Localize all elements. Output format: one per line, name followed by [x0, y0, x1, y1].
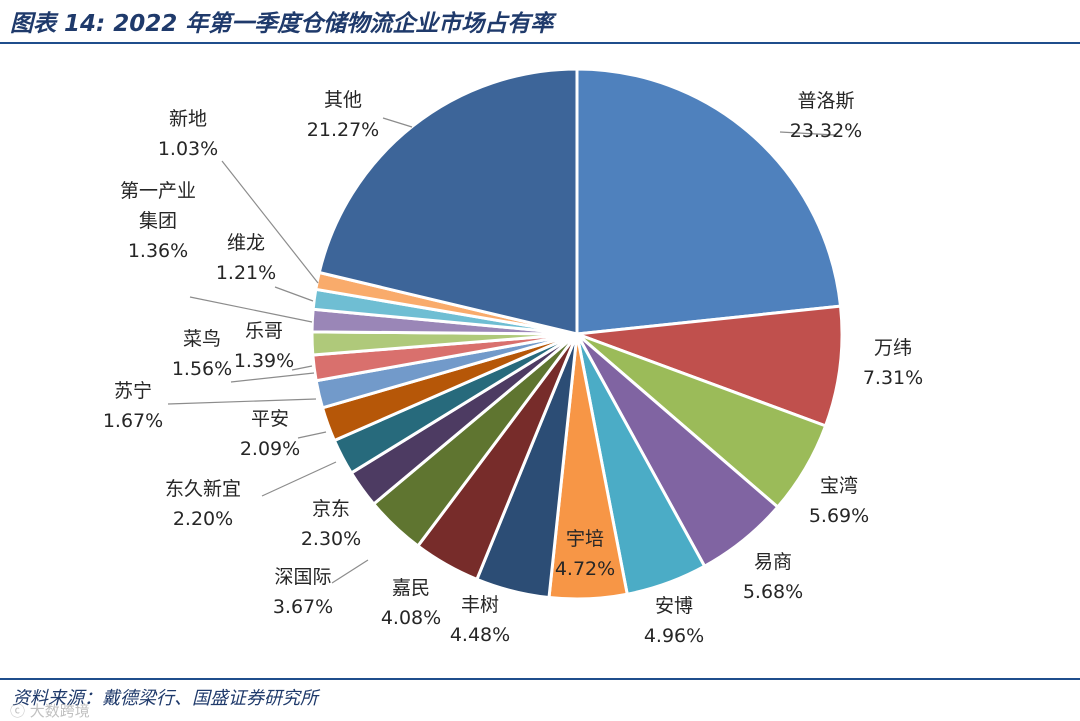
slice-value-label: 1.39% — [234, 350, 294, 372]
leader-line — [167, 398, 317, 405]
slice-name-label: 新地 — [169, 108, 207, 130]
leader-line — [297, 431, 327, 439]
leader-line — [221, 160, 319, 284]
slice-name-label: 宝湾 — [820, 475, 858, 497]
slice-value-label: 5.68% — [743, 581, 803, 603]
footer-rule — [0, 678, 1080, 680]
slice-name-label: 平安 — [251, 408, 289, 430]
leader-line — [261, 461, 337, 497]
slice-value-label: 4.08% — [381, 607, 441, 629]
slice-value-label: 4.48% — [450, 624, 510, 646]
slice-value-label: 2.20% — [173, 508, 233, 530]
slice-labels: 普洛斯 23.32% 万纬 7.31% 宝湾 5.69% 易商 5.68% 安博 4.96% 宇培 4… — [103, 89, 923, 647]
pie-slices — [310, 67, 844, 601]
report-header: 图表 14: 2022 年第一季度仓储物流企业市场占有率 — [0, 0, 1080, 44]
slice-value-label: 2.09% — [240, 438, 300, 460]
slice-name-label: 苏宁 — [114, 380, 152, 402]
slice-value-label: 23.32% — [790, 120, 862, 142]
slice-value-label: 4.72% — [555, 558, 615, 580]
slice-name-label: 第一产业 — [120, 180, 196, 202]
leader-line — [382, 117, 413, 128]
slice-name-label: 易商 — [754, 551, 792, 573]
slice-value-label: 1.03% — [158, 138, 218, 160]
slice-value-label: 2.30% — [301, 528, 361, 550]
slice-name-label: 菜鸟 — [183, 328, 221, 350]
slice-value-label: 7.31% — [863, 367, 923, 389]
slice-value-label: 1.56% — [172, 358, 232, 380]
leader-line — [274, 286, 314, 302]
slice-value-label: 4.96% — [644, 625, 704, 647]
slice-name-label: 乐哥 — [245, 320, 283, 342]
slice-value-label: 21.27% — [307, 119, 379, 141]
slice-name-label: 万纬 — [874, 337, 912, 359]
slice-name-label: 安博 — [655, 595, 693, 617]
slice-name-label: 京东 — [312, 498, 350, 520]
slice-value-label: 5.69% — [809, 505, 869, 527]
leader-line — [779, 131, 836, 136]
slice-name-label: 普洛斯 — [797, 90, 854, 112]
slice-name-label: 丰树 — [461, 594, 499, 616]
header-rule — [0, 42, 1080, 44]
slice-name-label: 集团 — [139, 210, 177, 232]
slice-value-label: 1.36% — [128, 240, 188, 262]
leader-lines — [167, 117, 836, 584]
pie-slice — [576, 304, 844, 428]
watermark-text: ⓒ 大数跨境 — [10, 702, 90, 720]
figure-title: 图表 14: 2022 年第一季度仓储物流企业市场占有率 — [10, 11, 554, 37]
leader-line — [230, 372, 315, 383]
source-note: 资料来源：戴德梁行、国盛证券研究所 — [12, 688, 318, 709]
leader-line — [331, 559, 369, 584]
slice-value-label: 1.67% — [103, 410, 163, 432]
slice-name-label: 宇培 — [566, 528, 604, 550]
slice-value-label: 1.21% — [216, 262, 276, 284]
leader-line — [189, 296, 313, 323]
leader-line — [291, 365, 313, 371]
slice-name-label: 其他 — [324, 89, 362, 111]
pie-slice — [575, 67, 843, 336]
pie-slice — [317, 67, 579, 336]
slice-value-label: 3.67% — [273, 596, 333, 618]
slice-name-label: 深国际 — [274, 566, 331, 588]
slice-name-label: 嘉民 — [392, 577, 430, 599]
slice-name-label: 东久新宜 — [165, 478, 241, 500]
slice-name-label: 维龙 — [227, 232, 265, 254]
